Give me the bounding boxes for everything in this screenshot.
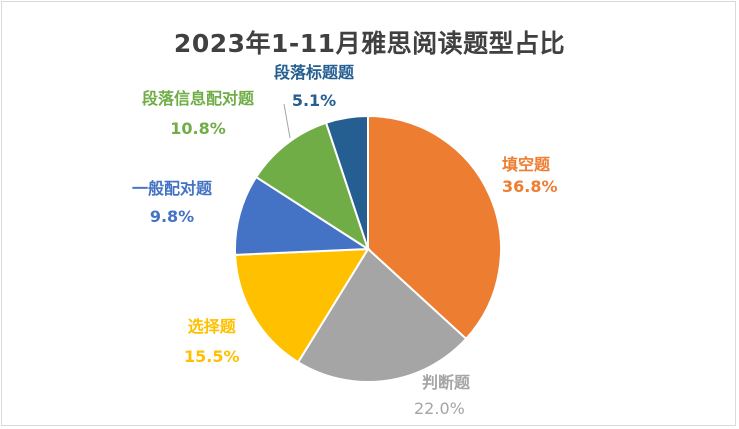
slice-label: 判断题: [422, 373, 471, 392]
slice-label: 段落标题题: [274, 63, 355, 82]
slice-value-label: 15.5%: [184, 347, 240, 366]
label-yiban: 一般配对题 9.8%: [132, 178, 212, 228]
slice-value-label: 5.1%: [291, 91, 337, 110]
chart-title: 2023年1-11月雅思阅读题型占比: [173, 29, 566, 58]
label-duanluo-biaoti: 段落标题题 5.1%: [274, 62, 354, 112]
pie-slice-1: [296, 247, 468, 383]
pie-slice-4: [254, 121, 370, 252]
label-panduan: 判断题 22.0%: [414, 372, 470, 420]
pie-slice-3: [234, 175, 372, 256]
pie-slice-2: [234, 247, 370, 364]
slice-label: 段落信息配对题: [142, 89, 255, 108]
label-duanluo-xinxi: 段落信息配对题 10.8%: [142, 88, 254, 140]
slice-value-label: 22.0%: [414, 399, 465, 418]
slice-value-label: 9.8%: [149, 207, 195, 226]
slice-label: 填空题: [502, 155, 551, 174]
slice-label: 一般配对题: [132, 179, 213, 198]
label-xuanze: 选择题 15.5%: [184, 316, 240, 368]
pie-slice-5: [324, 114, 369, 250]
pie-slice-0: [367, 114, 502, 341]
slice-label: 选择题: [187, 317, 236, 336]
label-tiankong: 填空题 36.8%: [502, 154, 558, 198]
leader-line: [283, 103, 291, 139]
slice-value-label: 36.8%: [502, 177, 558, 196]
slice-value-label: 10.8%: [170, 119, 226, 138]
